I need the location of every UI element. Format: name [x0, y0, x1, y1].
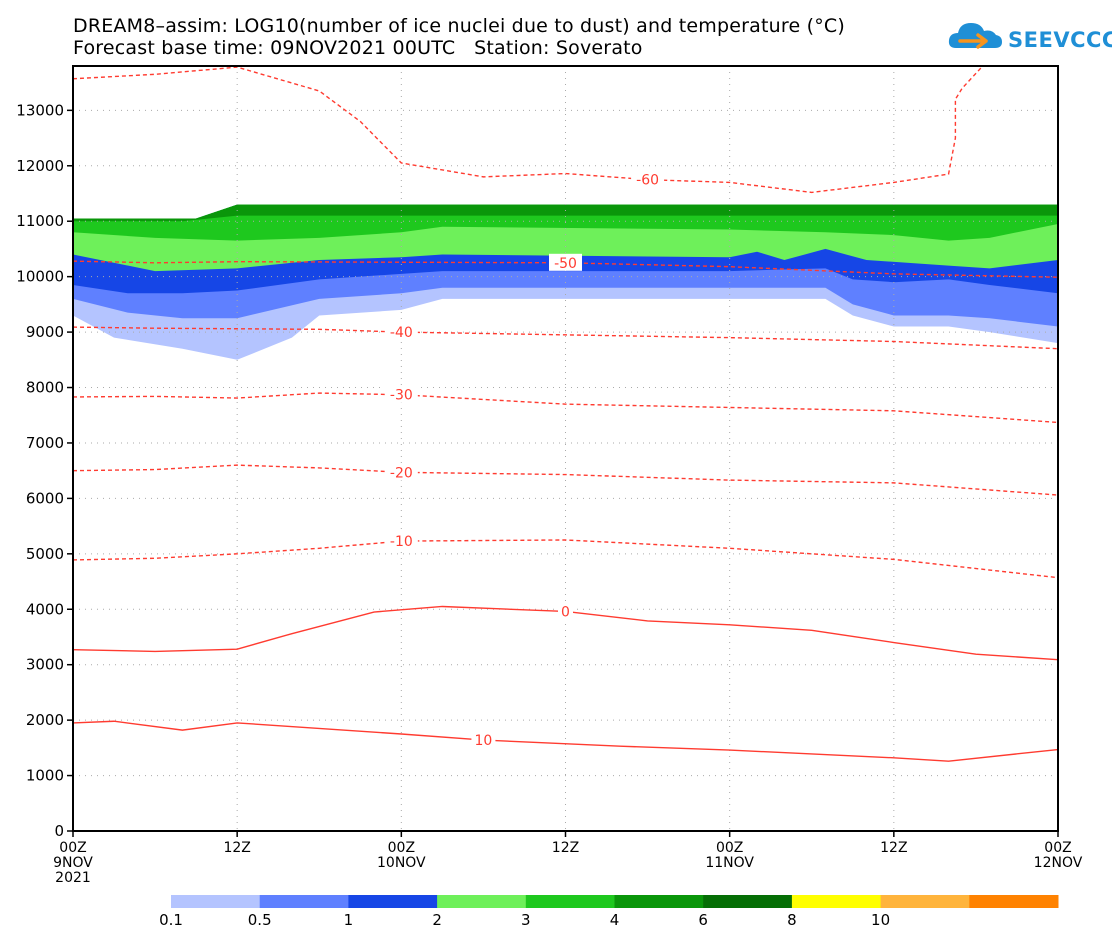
y-tick-label: 4000 — [26, 600, 64, 618]
chart-title: DREAM8–assim: LOG10(number of ice nuclei… — [73, 15, 845, 37]
y-tick-label: 2000 — [26, 711, 64, 729]
colorbar-label: 3 — [521, 911, 531, 929]
colorbar-label: 8 — [787, 911, 797, 929]
colorbar-label: 1 — [344, 911, 354, 929]
x-tick-label: 12Z — [552, 840, 579, 856]
dust-layer-4 — [73, 204, 1058, 222]
contour-labels: 10 0 -10 -20 -30 -40 -50 -60 — [384, 170, 665, 749]
colorbar-label: 10 — [871, 911, 890, 929]
contour-label-bg — [384, 385, 418, 403]
cloud-icon — [948, 23, 1002, 49]
contour-line — [72, 260, 1059, 278]
contour-label-bg — [558, 602, 573, 620]
x-tick-label: 00Z — [716, 840, 743, 856]
colorbar-swatch — [171, 895, 261, 908]
y-tick-label: 7000 — [26, 434, 64, 452]
y-tick-label: 9000 — [26, 323, 64, 341]
colorbar-swatch — [614, 895, 704, 908]
colorbar-label: 2 — [432, 911, 442, 929]
y-tick-label: 12000 — [16, 157, 64, 175]
x-tick-label: 00Z — [1044, 840, 1071, 856]
contour-label: -30 — [390, 388, 413, 404]
contour-line — [72, 720, 1059, 762]
contour-line — [72, 65, 984, 194]
y-tick-label: 13000 — [16, 101, 64, 119]
x-tick-label: 00Z — [59, 840, 86, 856]
colorbar-swatch — [525, 895, 615, 908]
colorbar-label: 0.5 — [248, 911, 272, 929]
x-tick-label: 12Z — [880, 840, 907, 856]
temperature-contours — [72, 65, 1059, 762]
colorbar: 0.1 0.5 1 2 3 4 6 8 10 — [159, 895, 1059, 929]
colorbar-swatch — [437, 895, 527, 908]
contour-label-bg — [631, 170, 665, 188]
x-tick-label: 2021 — [55, 870, 91, 886]
colorbar-swatch — [259, 895, 349, 908]
y-tick-label: 0 — [54, 822, 64, 840]
contour-label: -40 — [390, 325, 413, 341]
colorbar-label: 6 — [698, 911, 708, 929]
colorbar-swatch — [703, 895, 793, 908]
x-tick-label: 00Z — [388, 840, 415, 856]
contour-line — [72, 464, 1059, 496]
y-tick-label: 6000 — [26, 489, 64, 507]
y-axis: 0 1000 2000 3000 4000 5000 6000 7000 8000 9000 100… — [16, 101, 73, 840]
y-tick-label: 10000 — [16, 268, 64, 286]
contour-label: -50 — [554, 256, 577, 272]
colorbar-label: 0.1 — [159, 911, 183, 929]
y-tick-label: 8000 — [26, 379, 64, 397]
colorbar-swatch — [791, 895, 882, 908]
contour-line — [72, 326, 1059, 350]
x-tick-label: 12NOV — [1034, 855, 1083, 871]
x-tick-label: 11NOV — [705, 855, 754, 871]
chart-subtitle: Forecast base time: 09NOV2021 00UTC Stat… — [73, 37, 643, 59]
contour-label: 0 — [561, 604, 570, 620]
contour-label-bg — [384, 463, 418, 481]
contour-label-bg — [384, 323, 418, 341]
x-tick-label: 10NOV — [377, 855, 426, 871]
contour-label: 10 — [475, 733, 493, 749]
contour-label: -60 — [636, 173, 659, 189]
contour-label-bg — [384, 532, 418, 550]
colorbar-label: 4 — [610, 911, 620, 929]
contour-line — [72, 392, 1059, 424]
colorbar-swatch — [348, 895, 438, 908]
y-tick-label: 5000 — [26, 545, 64, 563]
logo-text: SEEVCCC — [1008, 28, 1112, 52]
y-tick-label: 11000 — [16, 212, 64, 230]
contour-label-bg — [471, 731, 496, 749]
grid-lines — [73, 66, 1058, 831]
x-tick-label: 12Z — [223, 840, 250, 856]
contour-label: -10 — [390, 534, 413, 550]
seevccc-logo: SEEVCCC — [946, 14, 1112, 58]
colorbar-swatch — [880, 895, 970, 908]
y-tick-label: 1000 — [26, 767, 64, 785]
colorbar-swatch — [969, 895, 1059, 908]
y-tick-label: 3000 — [26, 656, 64, 674]
x-tick-label: 9NOV — [53, 855, 93, 871]
contour-label-bg — [549, 253, 582, 271]
contour-label: -20 — [390, 465, 413, 481]
